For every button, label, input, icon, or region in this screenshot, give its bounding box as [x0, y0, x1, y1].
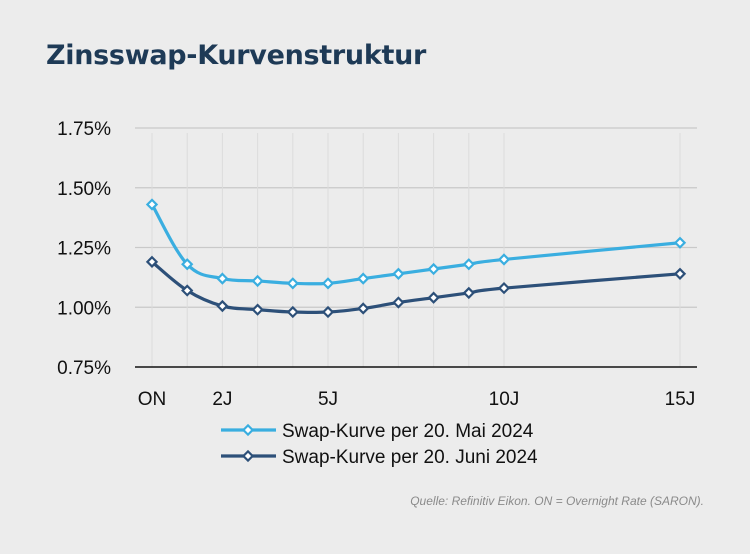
data-point	[321, 305, 335, 319]
data-point	[181, 284, 194, 297]
data-point	[286, 305, 299, 319]
legend: Swap-Kurve per 20. Mai 2024 Swap-Kurve pe…	[221, 421, 538, 468]
x-grid-lines	[151, 133, 681, 367]
legend-marker	[241, 449, 255, 463]
y-tick-label: 1.00%	[57, 298, 111, 319]
data-point	[497, 281, 511, 295]
chart-title: Zinsswap-Kurvenstruktur	[46, 40, 427, 71]
data-point	[251, 274, 264, 288]
data-point	[673, 267, 687, 280]
data-point	[427, 262, 440, 276]
x-axis: ON 2J 5J 10J 15J	[135, 366, 697, 410]
y-tick-label: 0.75%	[57, 358, 111, 379]
data-point	[251, 303, 264, 316]
data-point	[497, 253, 511, 266]
x-tick-label: ON	[138, 389, 167, 410]
data-point	[181, 258, 194, 271]
source-note: Quelle: Refinitiv Eikon. ON = Overnight …	[410, 494, 704, 508]
x-tick-label: 15J	[665, 389, 696, 410]
data-point	[145, 198, 159, 211]
series-lines	[145, 198, 687, 319]
legend-label: Swap-Kurve per 20. Mai 2024	[282, 421, 534, 442]
series-1	[145, 198, 687, 290]
series-2	[145, 255, 687, 319]
data-point	[392, 296, 405, 309]
data-point	[462, 258, 475, 271]
data-point	[216, 272, 229, 285]
y-tick-label: 1.75%	[57, 119, 111, 140]
series-1-line	[150, 203, 681, 286]
series-2-line	[150, 260, 681, 315]
data-point	[357, 302, 370, 315]
data-point	[216, 299, 229, 313]
data-point	[321, 277, 335, 290]
data-point	[357, 272, 370, 285]
x-tick-label: 2J	[212, 389, 232, 410]
y-tick-label: 1.25%	[57, 239, 111, 260]
x-tick-label: 5J	[318, 389, 338, 410]
y-tick-label: 1.50%	[57, 179, 111, 200]
data-point	[462, 286, 475, 300]
data-point	[145, 255, 159, 268]
legend-marker	[241, 423, 255, 437]
legend-label: Swap-Kurve per 20. Juni 2024	[282, 447, 538, 468]
data-point	[286, 277, 299, 290]
data-point	[673, 236, 687, 249]
data-point	[427, 291, 440, 304]
data-point	[392, 267, 405, 280]
x-tick-label: 10J	[489, 389, 520, 410]
y-axis-ticks: 0.75% 1.00% 1.25% 1.50% 1.75%	[57, 119, 111, 379]
